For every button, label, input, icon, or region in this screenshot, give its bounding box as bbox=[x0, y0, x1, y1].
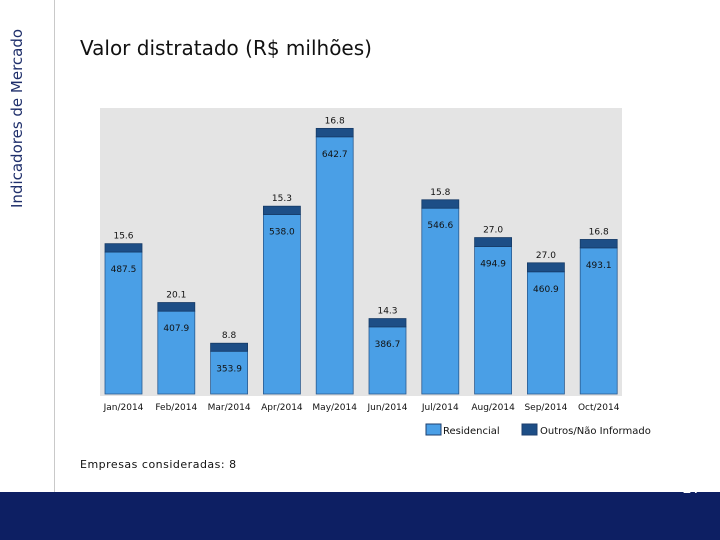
bar-residencial-jul-2014 bbox=[421, 207, 460, 395]
data-label-residencial-oct-2014: 493.1 bbox=[586, 261, 612, 271]
bar-outros-sep-2014 bbox=[527, 262, 565, 273]
bar-outros-feb-2014 bbox=[157, 302, 196, 312]
data-label-outros-jun-2014: 14.3 bbox=[377, 307, 397, 317]
data-label-residencial-may-2014: 642.7 bbox=[322, 150, 348, 160]
bar-residencial-apr-2014 bbox=[262, 214, 301, 395]
x-tick-label-may-2014: May/2014 bbox=[312, 403, 357, 413]
bar-outros-jan-2014 bbox=[104, 243, 143, 253]
data-label-residencial-sep-2014: 460.9 bbox=[533, 285, 559, 295]
data-label-outros-feb-2014: 20.1 bbox=[166, 291, 186, 301]
x-tick-label-jan-2014: Jan/2014 bbox=[103, 403, 144, 413]
data-label-outros-apr-2014: 15.3 bbox=[272, 194, 292, 204]
bar-residencial-jun-2014 bbox=[368, 326, 407, 395]
bar-outros-oct-2014 bbox=[579, 239, 618, 249]
data-label-residencial-jul-2014: 546.6 bbox=[427, 221, 453, 231]
data-label-residencial-feb-2014: 407.9 bbox=[163, 324, 189, 334]
x-tick-label-mar-2014: Mar/2014 bbox=[208, 403, 251, 413]
x-tick-label-sep-2014: Sep/2014 bbox=[524, 403, 567, 413]
data-label-residencial-apr-2014: 538.0 bbox=[269, 228, 295, 238]
bar-outros-may-2014 bbox=[315, 127, 354, 138]
bar-outros-mar-2014 bbox=[210, 342, 249, 352]
bar-residencial-may-2014 bbox=[315, 136, 354, 395]
data-label-residencial-mar-2014: 353.9 bbox=[216, 364, 242, 374]
bar-residencial-feb-2014 bbox=[157, 310, 196, 395]
legend-label-outros: Outros/Não Informado bbox=[540, 426, 651, 437]
x-tick-label-jul-2014: Jul/2014 bbox=[421, 403, 459, 413]
side-divider bbox=[54, 0, 55, 492]
legend-swatch-outros bbox=[521, 423, 538, 436]
x-tick-label-oct-2014: Oct/2014 bbox=[578, 403, 620, 413]
bar-residencial-jan-2014 bbox=[104, 251, 143, 395]
data-label-outros-aug-2014: 27.0 bbox=[483, 226, 503, 236]
data-label-residencial-jun-2014: 386.7 bbox=[375, 340, 401, 350]
bar-residencial-sep-2014 bbox=[527, 271, 565, 395]
side-bar bbox=[0, 0, 54, 540]
companies-note: Empresas consideradas: 8 bbox=[80, 458, 237, 471]
page-title: Valor distratado (R$ milhões) bbox=[80, 36, 372, 60]
data-label-outros-sep-2014: 27.0 bbox=[536, 251, 556, 261]
data-label-outros-mar-2014: 8.8 bbox=[222, 331, 237, 341]
bar-outros-jul-2014 bbox=[421, 199, 460, 209]
x-tick-label-apr-2014: Apr/2014 bbox=[261, 403, 303, 413]
data-label-residencial-aug-2014: 494.9 bbox=[480, 260, 506, 270]
data-label-outros-oct-2014: 16.8 bbox=[589, 227, 609, 237]
page-number: 17 bbox=[681, 478, 702, 497]
x-tick-label-feb-2014: Feb/2014 bbox=[155, 403, 197, 413]
bar-residencial-mar-2014 bbox=[210, 350, 249, 395]
footer-bar bbox=[0, 492, 720, 540]
data-label-residencial-jan-2014: 487.5 bbox=[111, 265, 137, 275]
data-label-outros-jan-2014: 15.6 bbox=[113, 232, 133, 242]
data-label-outros-may-2014: 16.8 bbox=[325, 116, 345, 126]
bar-residencial-oct-2014 bbox=[579, 247, 618, 395]
data-label-outros-jul-2014: 15.8 bbox=[430, 188, 450, 198]
legend-label-residencial: Residencial bbox=[443, 426, 500, 437]
x-tick-label-jun-2014: Jun/2014 bbox=[367, 403, 408, 413]
bar-residencial-aug-2014 bbox=[474, 246, 513, 395]
x-tick-label-aug-2014: Aug/2014 bbox=[471, 403, 515, 413]
bar-outros-aug-2014 bbox=[474, 237, 513, 247]
legend-swatch-residencial bbox=[425, 423, 442, 436]
bar-outros-jun-2014 bbox=[368, 318, 407, 328]
bar-outros-apr-2014 bbox=[262, 205, 301, 215]
